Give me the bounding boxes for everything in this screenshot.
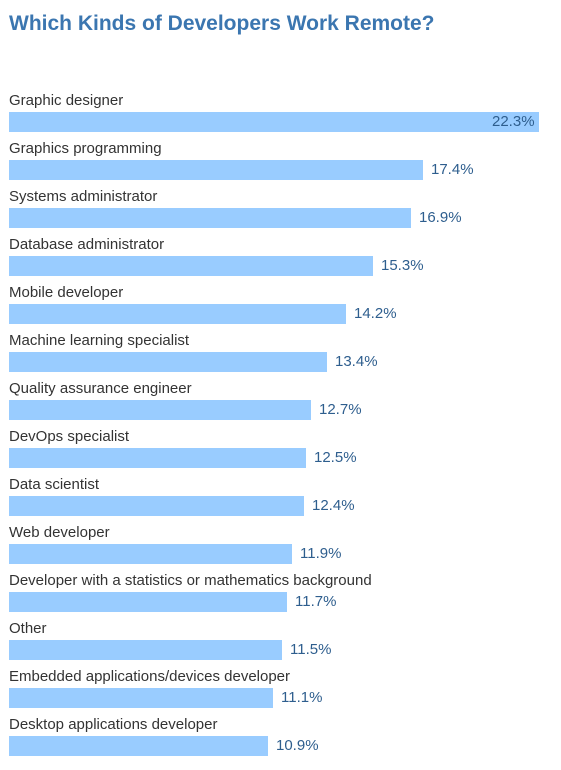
bar-chart: Graphic designer 22.3% Graphics programmin…	[9, 92, 561, 764]
bar	[9, 160, 423, 180]
bar	[9, 256, 373, 276]
bar	[9, 112, 539, 132]
bar-row: Graphic designer 22.3%	[9, 92, 561, 140]
bar-value-label: 12.5%	[314, 449, 357, 466]
bar-label: Graphic designer	[9, 92, 124, 109]
bar-value-label: 17.4%	[431, 161, 474, 178]
bar	[9, 736, 268, 756]
chart-title: Which Kinds of Developers Work Remote?	[9, 12, 435, 35]
bar	[9, 592, 287, 612]
bar-value-label: 11.9%	[300, 545, 342, 562]
bar-value-label: 22.3%	[492, 113, 535, 130]
bar	[9, 400, 311, 420]
bar-label: Systems administrator	[9, 188, 158, 205]
bar	[9, 544, 292, 564]
bar	[9, 352, 327, 372]
bar-row: Web developer 11.9%	[9, 524, 561, 572]
bar-label: Mobile developer	[9, 284, 124, 301]
bar	[9, 688, 273, 708]
bar-value-label: 11.7%	[295, 593, 337, 610]
bar	[9, 640, 282, 660]
bar-row: DevOps specialist 12.5%	[9, 428, 561, 476]
bar-label: Embedded applications/devices developer	[9, 668, 291, 685]
bar-label: Graphics programming	[9, 140, 162, 157]
bar	[9, 496, 304, 516]
bar-value-label: 16.9%	[419, 209, 462, 226]
bar-label: Developer with a statistics or mathemati…	[9, 572, 372, 589]
bar-label: DevOps specialist	[9, 428, 130, 445]
bar-label: Other	[9, 620, 47, 637]
bar-label: Desktop applications developer	[9, 716, 218, 733]
bar-value-label: 15.3%	[381, 257, 424, 274]
bar	[9, 208, 411, 228]
bar-row: Machine learning specialist 13.4%	[9, 332, 561, 380]
bar-label: Quality assurance engineer	[9, 380, 192, 397]
bar-row: Embedded applications/devices developer 1…	[9, 668, 561, 716]
bar-value-label: 11.1%	[281, 689, 323, 706]
bar-label: Database administrator	[9, 236, 165, 253]
bar-row: Other 11.5%	[9, 620, 561, 668]
bar-row: Quality assurance engineer 12.7%	[9, 380, 561, 428]
bar-row: Database administrator 15.3%	[9, 236, 561, 284]
bar-row: Developer with a statistics or mathemati…	[9, 572, 561, 620]
bar-row: Mobile developer 14.2%	[9, 284, 561, 332]
bar	[9, 304, 346, 324]
bar-value-label: 11.5%	[290, 641, 332, 658]
bar-value-label: 12.7%	[319, 401, 362, 418]
bar-label: Machine learning specialist	[9, 332, 190, 349]
bar	[9, 448, 306, 468]
bar-value-label: 13.4%	[335, 353, 378, 370]
bar-row: Graphics programming 17.4%	[9, 140, 561, 188]
bar-row: Data scientist 12.4%	[9, 476, 561, 524]
bar-value-label: 10.9%	[276, 737, 319, 754]
bar-label: Web developer	[9, 524, 110, 541]
bar-label: Data scientist	[9, 476, 100, 493]
bar-row: Systems administrator 16.9%	[9, 188, 561, 236]
bar-row: Desktop applications developer 10.9%	[9, 716, 561, 764]
bar-value-label: 12.4%	[312, 497, 355, 514]
bar-value-label: 14.2%	[354, 305, 397, 322]
